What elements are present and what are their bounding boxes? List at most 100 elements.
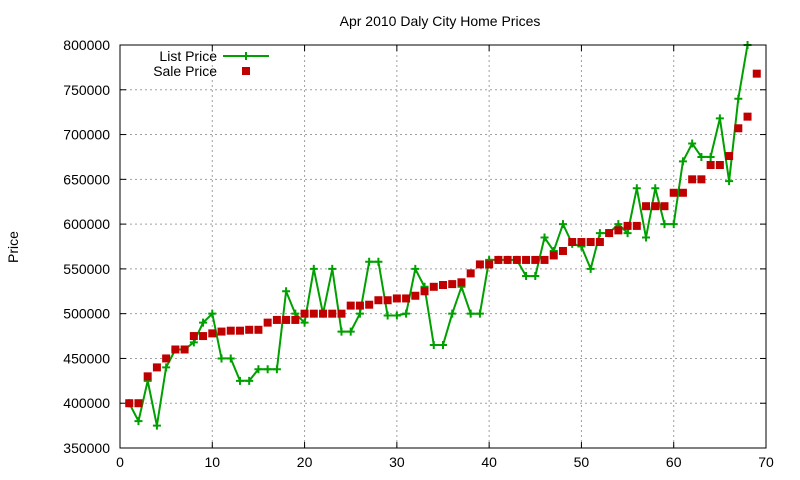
sale-price-point — [134, 399, 143, 408]
sale-price-point — [494, 255, 503, 264]
sale-price-point — [346, 301, 355, 310]
legend-label-list-price: List Price — [159, 48, 217, 64]
sale-price-point — [420, 287, 429, 296]
sale-price-point — [642, 202, 651, 211]
sale-price-point — [337, 309, 346, 318]
list-price-point — [595, 229, 604, 238]
y-tick-label: 450000 — [63, 350, 110, 366]
sale-price-point — [199, 332, 208, 341]
list-price-point — [309, 264, 318, 273]
list-price-point — [448, 309, 457, 318]
sale-price-point — [605, 229, 614, 238]
sale-price-point — [254, 325, 263, 334]
sale-price-point — [466, 269, 475, 278]
sale-price-point — [577, 238, 586, 247]
sale-price-point — [355, 301, 364, 310]
sale-price-point — [522, 255, 531, 264]
list-price-point — [697, 152, 706, 161]
sale-price-point — [180, 345, 189, 354]
list-price-point — [586, 264, 595, 273]
sale-price-point — [208, 329, 217, 338]
list-price-point — [734, 94, 743, 103]
list-price-point — [245, 376, 254, 385]
list-price-point — [623, 229, 632, 238]
list-price-point — [217, 354, 226, 363]
sale-price-point — [162, 354, 171, 363]
list-price-point — [651, 184, 660, 193]
sale-price-point — [328, 309, 337, 318]
sale-price-point — [512, 255, 521, 264]
sale-price-point — [263, 318, 272, 327]
list-price-point — [226, 354, 235, 363]
sale-price-point — [734, 124, 743, 133]
x-tick-label: 20 — [297, 454, 313, 470]
list-price-point — [402, 309, 411, 318]
list-price-point — [475, 309, 484, 318]
list-price-point — [152, 421, 161, 430]
y-axis-label: Price — [5, 231, 21, 263]
list-price-point — [374, 257, 383, 266]
sale-price-point — [568, 238, 577, 247]
list-price-point — [199, 318, 208, 327]
sale-price-point — [715, 161, 724, 170]
list-price-point — [282, 287, 291, 296]
list-price-point — [208, 309, 217, 318]
series-layer — [125, 41, 761, 430]
legend-marker-list-price — [242, 52, 250, 60]
x-tick-label: 70 — [758, 454, 774, 470]
series-line-list-price — [128, 44, 749, 426]
list-price-point — [466, 309, 475, 318]
x-tick-label: 60 — [666, 454, 682, 470]
sale-price-point — [485, 260, 494, 269]
sale-price-point — [540, 255, 549, 264]
sale-price-point — [549, 251, 558, 260]
axis-ticks: 0 10 20 30 40 50 60 70 350000 400000 450000 500000 5… — [63, 37, 774, 470]
legend: List Price Sale Price — [153, 48, 269, 79]
y-tick-label: 800000 — [63, 37, 110, 53]
list-price-point — [346, 327, 355, 336]
sale-price-point — [669, 188, 678, 197]
sale-price-point — [282, 315, 291, 324]
sale-price-point — [245, 325, 254, 334]
sale-price-point — [429, 282, 438, 291]
sale-price-point — [475, 260, 484, 269]
list-price-point — [540, 233, 549, 242]
sale-price-point — [660, 202, 669, 211]
list-price-point — [365, 257, 374, 266]
sale-price-point — [402, 294, 411, 303]
sale-price-point — [189, 332, 198, 341]
sale-price-point — [319, 309, 328, 318]
list-price-point — [134, 417, 143, 426]
sale-price-point — [623, 221, 632, 230]
list-price-point — [383, 311, 392, 320]
sale-price-point — [171, 345, 180, 354]
list-price-point — [392, 311, 401, 320]
sale-price-point — [383, 296, 392, 305]
list-price-point — [660, 220, 669, 229]
list-price-point — [715, 114, 724, 123]
sale-price-point — [217, 327, 226, 336]
sale-price-point — [309, 309, 318, 318]
x-tick-label: 30 — [389, 454, 405, 470]
y-tick-label: 550000 — [63, 261, 110, 277]
sale-price-point — [503, 255, 512, 264]
plot-frame — [119, 44, 767, 449]
list-price-point — [688, 139, 697, 148]
list-price-point — [263, 365, 272, 374]
list-price-point — [558, 220, 567, 229]
y-tick-label: 700000 — [63, 127, 110, 143]
x-tick-label: 40 — [481, 454, 497, 470]
sale-price-point — [392, 294, 401, 303]
sale-price-point — [235, 326, 244, 335]
sale-price-point — [586, 238, 595, 247]
sale-price-point — [152, 363, 161, 372]
list-price-point — [642, 233, 651, 242]
chart-title: Apr 2010 Daly City Home Prices — [340, 13, 541, 29]
sale-price-point — [143, 372, 152, 381]
sale-price-point — [725, 152, 734, 161]
list-price-point — [328, 264, 337, 273]
sale-price-point — [374, 296, 383, 305]
list-price-point — [162, 363, 171, 372]
list-price-point — [300, 318, 309, 327]
